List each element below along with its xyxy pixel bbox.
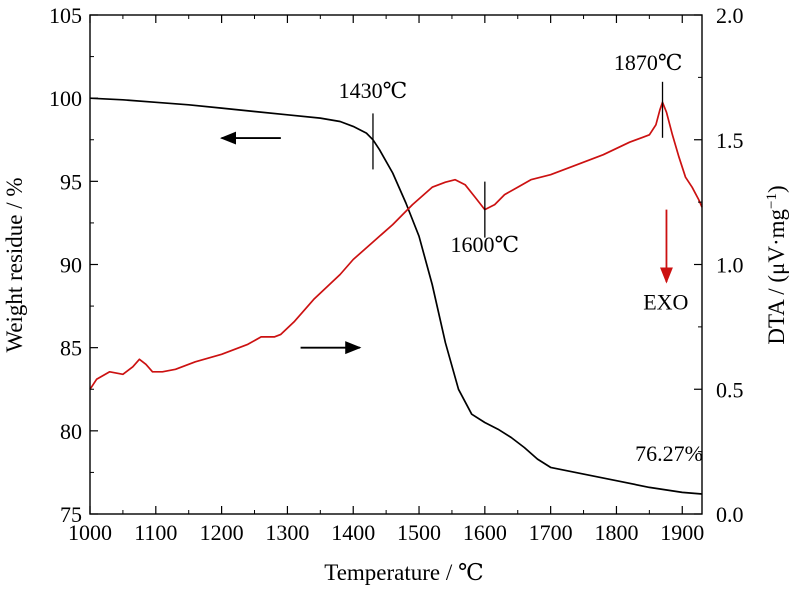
right-y-tick-label: 0.0: [716, 502, 744, 527]
x-tick-label: 1900: [660, 520, 704, 545]
x-tick-label: 1400: [331, 520, 375, 545]
right-axis-title-superscript: −1: [764, 193, 780, 209]
right-y-tick-label: 0.5: [716, 377, 744, 402]
axes: 1000 1100 1200 1300 1400 1500 1600 1700 1800 1900…: [49, 3, 744, 545]
dta-line: [89, 101, 703, 390]
x-tick-label: 1800: [594, 520, 638, 545]
x-axis-title: Temperature / ℃: [324, 560, 484, 585]
x-tick-label: 1700: [529, 520, 573, 545]
annotation-label: EXO: [643, 289, 688, 314]
x-tick-label: 1100: [134, 520, 177, 545]
annotation-label: 76.27%: [635, 441, 703, 466]
left-y-tick-label: 95: [60, 169, 82, 194]
plot-area: [89, 97, 703, 495]
left-y-tick-label: 100: [49, 86, 82, 111]
weight-residue-line: [89, 97, 703, 495]
left-axis-title: Weight residue / %: [2, 177, 27, 352]
x-tick-label: 1600: [463, 520, 507, 545]
annotation-label: 1870℃: [614, 50, 683, 75]
left-y-tick-label: 85: [60, 336, 82, 361]
right-axis-title: DTA / (μV·mg−1): [764, 185, 789, 344]
annotation-label: 1430℃: [339, 78, 408, 103]
x-tick-label: 1300: [265, 520, 309, 545]
right-axis-title-close: ): [764, 185, 789, 193]
left-y-tick-label: 75: [60, 502, 82, 527]
right-axis-title-main: DTA / (μV·mg: [764, 208, 789, 344]
left-y-tick-label: 105: [49, 3, 82, 28]
right-y-tick-label: 2.0: [716, 3, 744, 28]
left-y-tick-label: 90: [60, 253, 82, 278]
x-tick-label: 1500: [397, 520, 441, 545]
right-y-tick-label: 1.0: [716, 253, 744, 278]
left-y-tick-label: 80: [60, 419, 82, 444]
x-tick-label: 1000: [68, 520, 112, 545]
x-tick-label: 1200: [200, 520, 244, 545]
right-y-tick-label: 1.5: [716, 128, 744, 153]
